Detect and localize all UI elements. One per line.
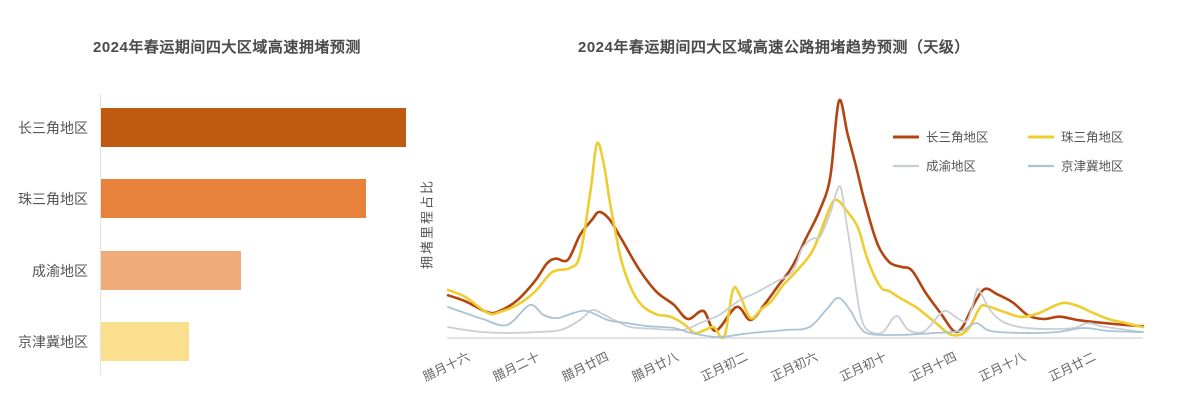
legend-item-珠三角地区: 珠三角地区 [1028,131,1124,145]
bar-label: 珠三角地区 [18,190,88,207]
x-tick-label: 腊月二十 [490,349,542,385]
legend-label: 京津冀地区 [1061,159,1124,174]
legend-item-京津冀地区: 京津冀地区 [1028,159,1124,174]
series-line-成渝地区 [447,185,1144,335]
bar-label: 京津冀地区 [18,333,88,350]
x-tick-label: 正月初六 [768,349,820,385]
legend-item-长三角地区: 长三角地区 [893,131,989,145]
series-line-京津冀地区 [447,296,1144,339]
y-axis-label: 拥堵里程占比 [419,178,435,270]
series-line-长三角地区 [446,98,1145,334]
series-line-珠三角地区 [446,141,1145,340]
x-tick-label: 正月廿二 [1046,349,1098,385]
line-chart-title: 2024年春运期间四大区域高速公路拥堵趋势预测（天级） [578,39,970,56]
bar-label: 成渝地区 [32,262,88,279]
x-tick-label: 正月初二 [698,349,750,385]
bar [101,322,189,361]
legend-label: 珠三角地区 [1061,131,1124,145]
x-tick-label: 正月十四 [907,349,959,385]
x-tick-label: 腊月廿四 [559,349,611,385]
legend-label: 长三角地区 [926,131,989,145]
bar [101,108,406,147]
bar-label: 长三角地区 [18,119,88,136]
x-tick-label: 正月初十 [837,349,889,385]
bar-chart-axis-line [100,94,101,375]
x-tick-label: 正月十八 [976,349,1028,385]
bar [101,251,241,290]
bar [101,179,366,218]
legend-label: 成渝地区 [926,159,976,174]
bar-chart-title: 2024年春运期间四大区域高速拥堵预测 [93,39,361,56]
bar-chart: 长三角地区珠三角地区成渝地区京津冀地区 [0,0,440,420]
x-tick-label: 腊月廿八 [629,349,681,385]
legend-item-成渝地区: 成渝地区 [893,159,976,174]
